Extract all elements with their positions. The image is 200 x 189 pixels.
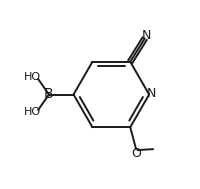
- Text: N: N: [142, 29, 151, 42]
- Text: N: N: [147, 87, 156, 100]
- Text: B: B: [43, 87, 53, 101]
- Text: HO: HO: [24, 107, 41, 117]
- Text: O: O: [131, 147, 141, 160]
- Text: HO: HO: [24, 72, 41, 82]
